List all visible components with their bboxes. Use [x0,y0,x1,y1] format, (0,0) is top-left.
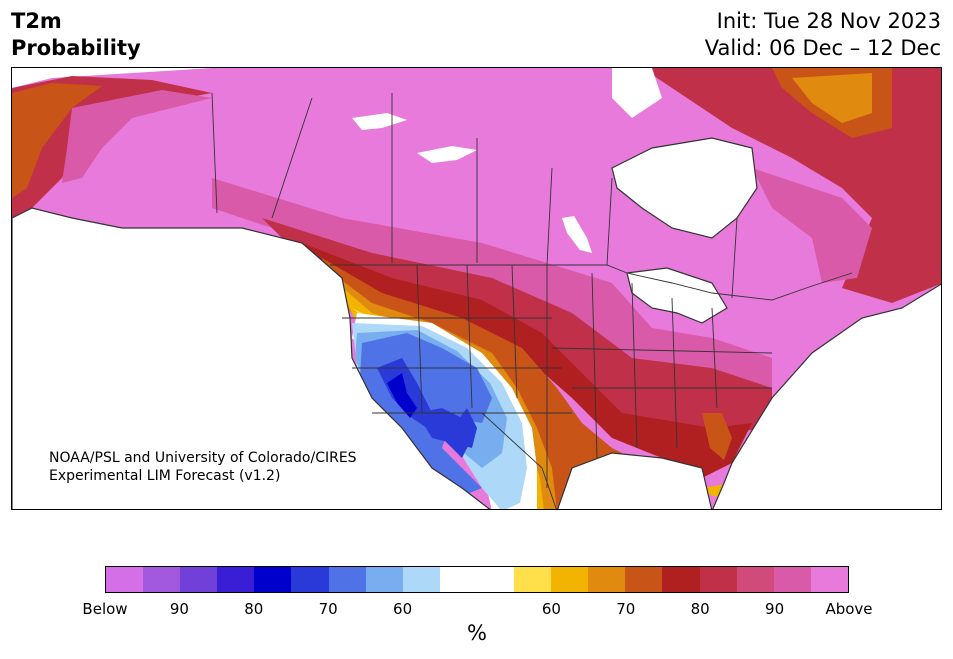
colorbar-tick-label: 90 [765,600,785,618]
political-borders [211,92,853,509]
border-line [631,282,638,449]
region-alaska-70 [12,83,102,198]
title-line-2: Probability [11,36,141,60]
colorbar-tick-label: 60 [541,600,561,618]
colorbar [105,566,849,593]
border-line [412,412,557,509]
colorbar-segment [662,567,700,592]
colorbar-tick-label: 60 [393,600,413,618]
colorbar-segment [328,567,366,592]
forecast-credit: NOAA/PSL and University of Colorado/CIRE… [49,449,357,485]
colorbar-segment [402,567,440,592]
border-line [211,92,218,214]
region-alaska-90 [62,90,212,183]
region-greenland-60 [792,73,872,123]
colorbar-segment [365,567,403,592]
border-line [466,264,473,409]
pacific-ocean [12,207,491,509]
border-line [511,264,518,399]
region-west-80 [387,373,417,418]
border-line [271,97,313,219]
colorbar-segment [291,567,329,592]
border-line [591,272,598,459]
forecast-map [11,67,942,510]
colorbar-segment [476,567,515,592]
colorbar-tick-label: Above [825,600,873,618]
credit-line-1: NOAA/PSL and University of Colorado/CIRE… [49,450,357,466]
atlantic-ocean [712,283,941,509]
region-florida-70 [702,413,732,460]
colorbar-segment [551,567,589,592]
colorbar-tick-label: Below [82,600,128,618]
colorbar-segment [106,567,144,592]
colorbar-segment [217,567,255,592]
colorbar-segment [143,567,181,592]
forecast-dates: Init: Tue 28 Nov 2023 Valid: 06 Dec – 12… [705,8,941,62]
colorbar-segment [514,567,552,592]
colorbar-segment [180,567,218,592]
great-bear-lake [352,113,407,130]
colorbar-tick-label: 90 [169,600,189,618]
great-slave-lake [417,146,477,163]
colorbar-tick-label: 80 [244,600,264,618]
colorbar-tick-label: 70 [616,600,636,618]
border-line [606,177,613,266]
great-lakes [626,267,728,324]
border-line [671,297,678,449]
colorbar-unit: % [467,621,487,645]
lake-winnipeg [562,216,592,253]
colorbar-segment [810,567,848,592]
region-baja-75 [417,408,477,448]
colorbar-segment [736,567,774,592]
region-diag-75 [302,243,752,478]
colorbar-tick-label: 70 [318,600,338,618]
border-line [731,217,738,299]
colorbar-segment [773,567,811,592]
arctic-water [612,68,662,118]
colorbar-tick-label: 80 [690,600,710,618]
border-line [711,307,718,409]
colorbar-segment [699,567,737,592]
colorbar-segment [439,567,477,592]
border-line [546,167,553,266]
colorbar-segment [625,567,663,592]
border-line [551,347,773,354]
map-title: T2m Probability [11,8,141,62]
colorbar-segment [254,567,292,592]
region-northeast-90 [752,168,872,283]
north-america-map [12,68,941,509]
border-line [330,264,853,301]
colorbar-segment [588,567,626,592]
gulf-of-mexico [557,452,713,509]
init-date: Init: Tue 28 Nov 2023 [716,9,941,33]
valid-date: Valid: 06 Dec – 12 Dec [704,36,941,60]
title-line-1: T2m [11,9,62,33]
border-line [416,264,423,414]
credit-line-2: Experimental LIM Forecast (v1.2) [49,468,281,484]
